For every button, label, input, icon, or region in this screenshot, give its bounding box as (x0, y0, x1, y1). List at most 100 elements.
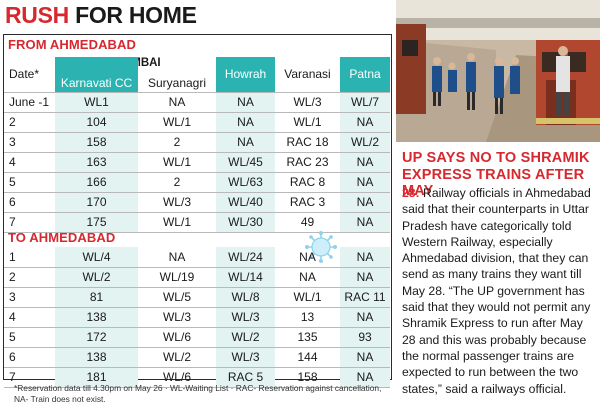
table-cell: WL/1 (138, 212, 216, 233)
table-row: 7 175 WL/1 WL/30 49 NA (4, 212, 390, 233)
table-cell: WL/14 (216, 267, 275, 288)
table-cell: 181 (55, 367, 138, 388)
table-cell: NA (275, 267, 340, 288)
table-cell: 1 (4, 247, 55, 268)
table-cell: NA (340, 152, 390, 173)
table-cell: WL/6 (138, 327, 216, 348)
table-cell: June -1 (4, 92, 55, 113)
table-cell: WL/1 (138, 152, 216, 173)
table-cell: 3 (4, 132, 55, 153)
table-cell: WL/19 (138, 267, 216, 288)
table-cell: WL/63 (216, 172, 275, 193)
table-row: 3 158 2 NA RAC 18 WL/2 (4, 132, 390, 153)
table-footnote: *Reservation data till 4.30pm on May 26 … (14, 383, 382, 404)
table-row: 2 WL/2 WL/19 WL/14 NA NA (4, 267, 390, 288)
table-row: 6 170 WL/3 WL/40 RAC 3 NA (4, 192, 390, 213)
table-cell: NA (340, 247, 390, 268)
table-cell: RAC 8 (275, 172, 340, 193)
table-row: 5 166 2 WL/63 RAC 8 NA (4, 172, 390, 193)
table-cell: RAC 23 (275, 152, 340, 173)
table-row: 1 WL/4 NA WL/24 NA NA (4, 247, 390, 268)
table-cell: NA (340, 367, 390, 388)
table-cell: 6 (4, 192, 55, 213)
col-header-patna: Patna (340, 57, 390, 93)
col-header-suryanagri: Suryanagri (138, 57, 216, 93)
table-cell: WL/6 (138, 367, 216, 388)
table-header-row: Date* Karnavati CC Suryanagri Howrah Var… (4, 57, 390, 93)
table-cell: NA (216, 92, 275, 113)
table-cell: 135 (275, 327, 340, 348)
table-cell: 175 (55, 212, 138, 233)
table-cell: NA (216, 132, 275, 153)
story-body: 28: Railway officials in Ahmedabad said … (402, 185, 596, 397)
table-cell: 81 (55, 287, 138, 308)
table-cell: RAC 11 (340, 287, 390, 308)
page-headline: RUSH FOR HOME (5, 2, 197, 29)
story-panel: UP SAYS NO TO SHRAMIK EXPRESS TRAINS AFT… (396, 0, 600, 410)
from-table-body: June -1 WL1 NA NA WL/3 WL/7 2 104 WL/1 NA WL/1 NA 3 1… (4, 92, 390, 233)
from-ahmedabad-table: Date* Karnavati CC Suryanagri Howrah Var… (4, 57, 390, 233)
col-header-howrah: Howrah (216, 57, 275, 93)
table-cell: NA (340, 307, 390, 328)
story-dateline: 28: (402, 186, 420, 200)
table-cell: 5 (4, 327, 55, 348)
table-cell: WL/4 (55, 247, 138, 268)
table-cell: NA (138, 247, 216, 268)
table-cell: WL/2 (216, 327, 275, 348)
table-cell: 2 (138, 132, 216, 153)
table-cell: WL1 (55, 92, 138, 113)
table-cell: 170 (55, 192, 138, 213)
section-title-from: FROM AHMEDABAD (8, 37, 137, 52)
table-cell: NA (340, 112, 390, 133)
headline-for-home: FOR HOME (68, 2, 197, 28)
table-cell: 4 (4, 152, 55, 173)
story-headline: UP SAYS NO TO SHRAMIK EXPRESS TRAINS AFT… (402, 150, 590, 199)
table-cell: NA (340, 172, 390, 193)
table-cell: NA (340, 212, 390, 233)
table-cell: 158 (55, 132, 138, 153)
table-cell: 6 (4, 347, 55, 368)
table-cell: 49 (275, 212, 340, 233)
table-cell: 138 (55, 347, 138, 368)
table-cell: WL/2 (55, 267, 138, 288)
table-cell: 5 (4, 172, 55, 193)
table-cell: 7 (4, 212, 55, 233)
table-cell: WL/3 (216, 347, 275, 368)
table-cell: 7 (4, 367, 55, 388)
table-cell: WL/40 (216, 192, 275, 213)
table-cell: WL/1 (138, 112, 216, 133)
table-cell: WL/5 (138, 287, 216, 308)
table-cell: 2 (4, 267, 55, 288)
table-cell: WL/45 (216, 152, 275, 173)
table-row: 7 181 WL/6 RAC 5 158 NA (4, 367, 390, 388)
to-table-body: 1 WL/4 NA WL/24 NA NA 2 WL/2 WL/19 WL/14 NA NA 3 81 WL… (4, 247, 390, 388)
table-row: 3 81 WL/5 WL/8 WL/1 RAC 11 (4, 287, 390, 308)
table-cell: 104 (55, 112, 138, 133)
table-cell: WL/7 (340, 92, 390, 113)
col-header-varanasi: Varanasi (275, 57, 340, 93)
table-cell: WL/3 (138, 307, 216, 328)
story-text: Railway officials in Ahmedabad said that… (402, 186, 591, 396)
table-cell: 3 (4, 287, 55, 308)
table-row: 2 104 WL/1 NA WL/1 NA (4, 112, 390, 133)
table-cell: 93 (340, 327, 390, 348)
headline-rush: RUSH (5, 2, 69, 28)
table-row: 4 163 WL/1 WL/45 RAC 23 NA (4, 152, 390, 173)
col-header-karnavati: Karnavati CC (55, 57, 138, 93)
table-cell: RAC 5 (216, 367, 275, 388)
table-cell: WL/2 (340, 132, 390, 153)
train-photo (396, 0, 600, 142)
table-cell: WL/3 (138, 192, 216, 213)
table-cell: 2 (4, 112, 55, 133)
table-cell: RAC 18 (275, 132, 340, 153)
to-ahmedabad-table: 1 WL/4 NA WL/24 NA NA 2 WL/2 WL/19 WL/14 NA NA 3 81 WL… (4, 247, 390, 388)
table-row: 5 172 WL/6 WL/2 135 93 (4, 327, 390, 348)
table-cell: 4 (4, 307, 55, 328)
table-cell: 138 (55, 307, 138, 328)
table-cell: NA (275, 247, 340, 268)
table-cell: 163 (55, 152, 138, 173)
table-cell: NA (216, 112, 275, 133)
table-cell: NA (340, 347, 390, 368)
table-row: 4 138 WL/3 WL/3 13 NA (4, 307, 390, 328)
table-cell: WL/2 (138, 347, 216, 368)
